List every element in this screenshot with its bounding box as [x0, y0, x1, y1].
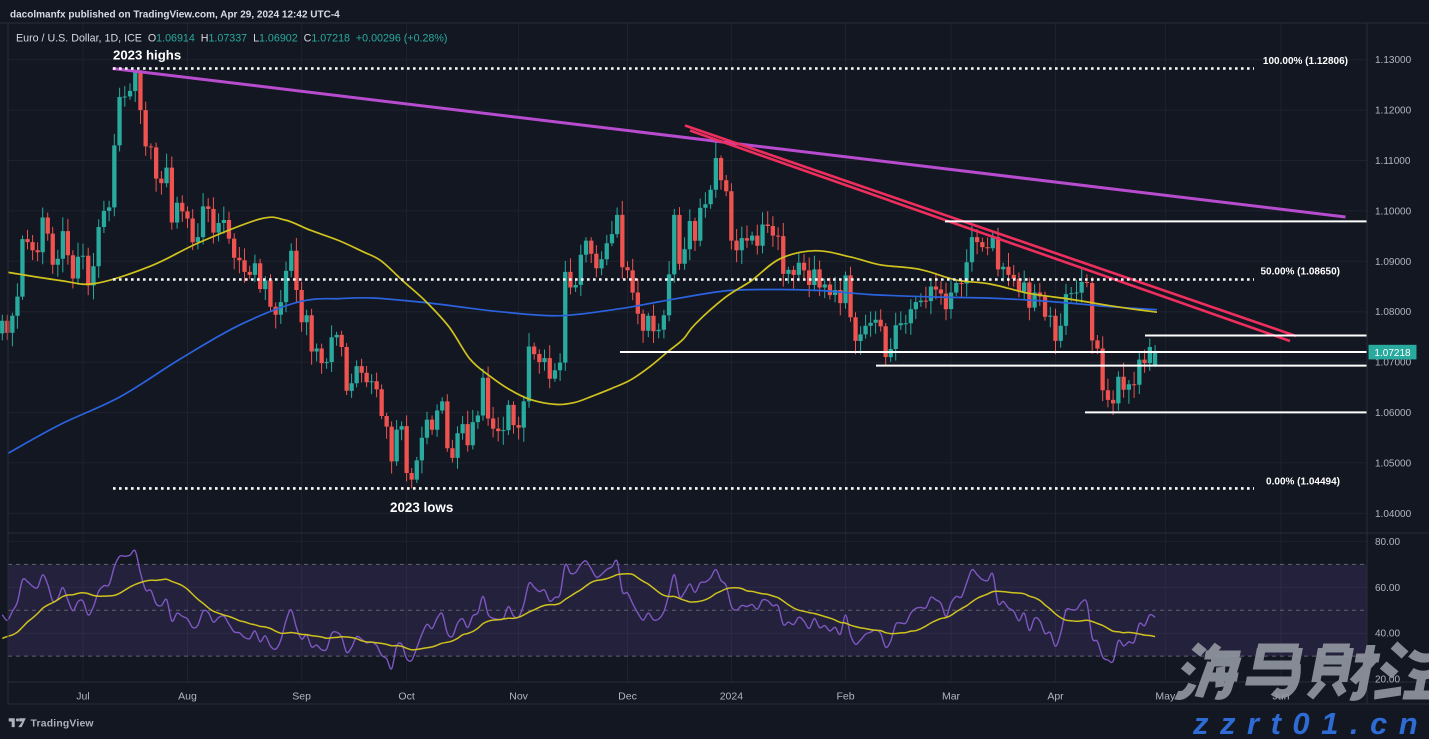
svg-text:1.10000: 1.10000: [1375, 206, 1412, 217]
svg-text:Sep: Sep: [292, 691, 311, 703]
svg-text:1.11000: 1.11000: [1375, 156, 1411, 167]
svg-text:TradingView: TradingView: [31, 719, 95, 730]
svg-text:60.00: 60.00: [1375, 583, 1400, 594]
svg-text:Apr: Apr: [1047, 691, 1064, 703]
svg-text:2023 highs: 2023 highs: [113, 48, 181, 63]
svg-text:1.05000: 1.05000: [1375, 458, 1412, 469]
svg-text:dacolmanfx published on Tradin: dacolmanfx published on TradingView.com,…: [10, 10, 340, 21]
svg-text:Euro / U.S. Dollar, 1D, ICE O: Euro / U.S. Dollar, 1D, ICE O1.06914 H1.…: [16, 33, 447, 45]
svg-text:2023 lows: 2023 lows: [390, 500, 453, 515]
svg-text:1.06000: 1.06000: [1375, 408, 1412, 419]
svg-text:80.00: 80.00: [1375, 537, 1400, 548]
svg-text:20.00: 20.00: [1375, 675, 1400, 686]
svg-text:100.00% (1.12806): 100.00% (1.12806): [1263, 56, 1348, 67]
svg-text:Dec: Dec: [618, 691, 637, 703]
svg-text:Nov: Nov: [509, 691, 528, 703]
svg-text:Mar: Mar: [942, 691, 961, 703]
svg-text:1.07218: 1.07218: [1374, 348, 1411, 359]
svg-text:1.04000: 1.04000: [1375, 509, 1412, 520]
svg-text:Aug: Aug: [178, 691, 197, 703]
svg-text:0.00% (1.04494): 0.00% (1.04494): [1266, 477, 1340, 488]
svg-text:1.08000: 1.08000: [1375, 307, 1412, 318]
svg-text:40.00: 40.00: [1375, 629, 1400, 640]
svg-text:50.00% (1.08650): 50.00% (1.08650): [1260, 267, 1340, 278]
svg-text:1.09000: 1.09000: [1375, 257, 1412, 268]
svg-text:1.12000: 1.12000: [1375, 106, 1412, 117]
svg-text:Oct: Oct: [398, 691, 414, 703]
svg-text:zzrt01.cn: zzrt01.cn: [1192, 706, 1429, 739]
svg-text:1.13000: 1.13000: [1375, 55, 1412, 66]
svg-text:1.07000: 1.07000: [1375, 358, 1412, 369]
svg-text:May: May: [1155, 691, 1176, 703]
svg-text:Feb: Feb: [836, 691, 854, 703]
svg-text:Jul: Jul: [76, 691, 89, 703]
svg-text:2024: 2024: [720, 691, 744, 703]
